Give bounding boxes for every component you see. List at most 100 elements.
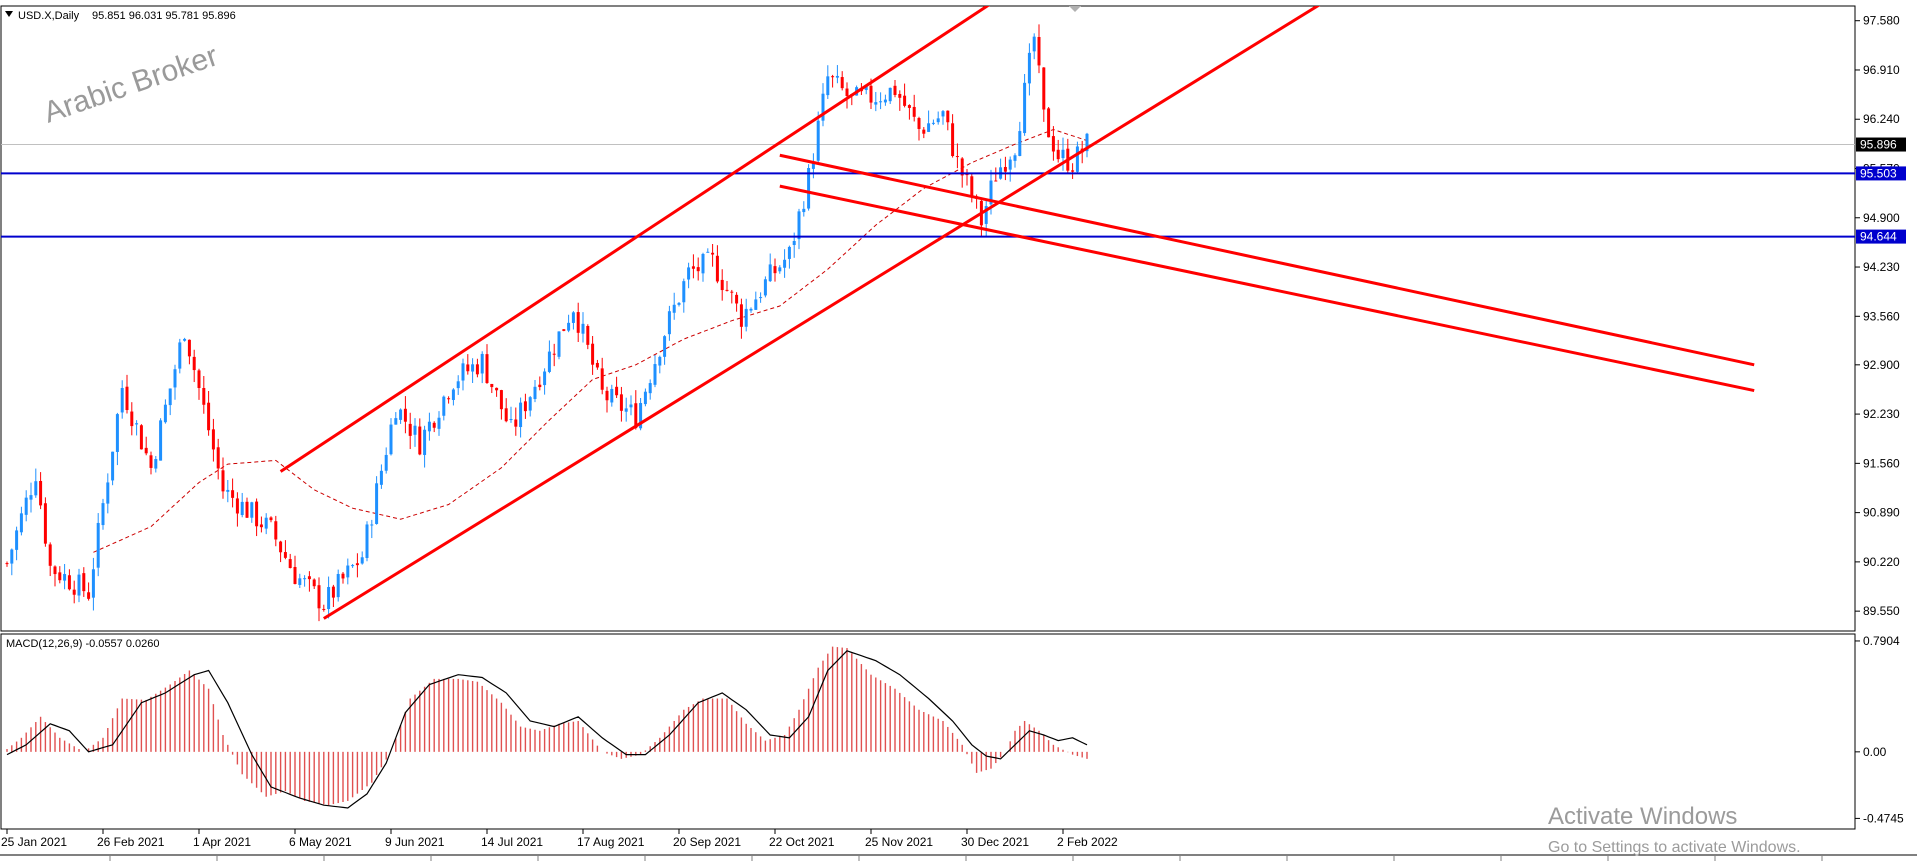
candle-body bbox=[91, 569, 95, 598]
candle-body bbox=[490, 383, 494, 388]
candle-body bbox=[365, 524, 369, 558]
candle-body bbox=[960, 158, 964, 176]
candle-body bbox=[351, 565, 355, 567]
trendline bbox=[779, 153, 1755, 367]
candle-body bbox=[437, 417, 441, 429]
macd-panel[interactable] bbox=[6, 646, 1088, 809]
candle-body bbox=[264, 517, 268, 529]
horizontal-levels[interactable] bbox=[1, 172, 1855, 238]
candle-body bbox=[43, 503, 47, 544]
candle-body bbox=[807, 167, 811, 209]
candle-body bbox=[600, 368, 604, 390]
chart-shift-marker-icon[interactable] bbox=[1069, 6, 1081, 12]
candle-body bbox=[663, 336, 667, 357]
candle-body bbox=[994, 180, 998, 182]
macd-tick-label: -0.4745 bbox=[1863, 811, 1904, 825]
candle-body bbox=[317, 585, 321, 609]
candle-body bbox=[528, 397, 532, 411]
candle-body bbox=[581, 323, 585, 334]
candle-body bbox=[1085, 133, 1089, 152]
price-tick-label: 93.560 bbox=[1863, 309, 1900, 323]
price-tick-label: 92.900 bbox=[1863, 358, 1900, 372]
candle-body bbox=[231, 490, 235, 498]
candle-body bbox=[293, 566, 297, 584]
price-tick-label: 97.580 bbox=[1863, 14, 1900, 28]
candle-body bbox=[255, 501, 259, 527]
candle-body bbox=[835, 75, 839, 78]
candle-body bbox=[168, 388, 172, 406]
candle-body bbox=[111, 451, 115, 481]
price-tags: 95.503 94.644 95.896 bbox=[1856, 137, 1906, 244]
candle-body bbox=[336, 573, 340, 598]
candle-body bbox=[984, 206, 988, 224]
candle-body bbox=[711, 252, 715, 255]
candle-body bbox=[29, 495, 33, 500]
candle-body bbox=[730, 291, 734, 293]
candle-body bbox=[514, 419, 518, 427]
candle-body bbox=[456, 381, 460, 389]
candle-body bbox=[715, 255, 719, 282]
candle-body bbox=[605, 390, 609, 401]
candle-body bbox=[821, 93, 825, 121]
candle-body bbox=[67, 575, 71, 590]
macd-signal-line bbox=[6, 650, 1088, 809]
candle-body bbox=[523, 401, 527, 412]
candle-body bbox=[864, 86, 868, 91]
candle-body bbox=[667, 311, 671, 335]
candle-body bbox=[576, 312, 580, 333]
price-tick-label: 90.890 bbox=[1863, 506, 1900, 520]
date-tick-label: 20 Sep 2021 bbox=[673, 835, 741, 849]
candle-body bbox=[1071, 170, 1075, 172]
candle-body bbox=[154, 459, 158, 469]
candle-body bbox=[360, 557, 364, 564]
candle-body bbox=[504, 408, 508, 422]
candle-body bbox=[346, 565, 350, 578]
candle-body bbox=[139, 425, 143, 450]
candle-body bbox=[384, 454, 388, 471]
candle-body bbox=[701, 253, 705, 274]
candle-body bbox=[499, 390, 503, 410]
candle-body bbox=[485, 354, 489, 383]
candle-body bbox=[461, 363, 465, 381]
price-tick-label: 92.230 bbox=[1863, 407, 1900, 421]
candle-body bbox=[495, 387, 499, 391]
candle-body bbox=[327, 587, 331, 610]
price-axis: 97.58096.91096.24095.57094.90094.23093.5… bbox=[1855, 14, 1900, 618]
candle-body bbox=[1075, 146, 1079, 172]
candle-body bbox=[706, 251, 710, 253]
candle-body bbox=[768, 264, 772, 282]
date-tick-label: 22 Oct 2021 bbox=[769, 835, 835, 849]
candle-body bbox=[15, 530, 19, 550]
candle-body bbox=[682, 281, 686, 303]
candle-body bbox=[653, 364, 657, 385]
candle-body bbox=[763, 279, 767, 296]
price-panel[interactable] bbox=[1, 0, 1855, 622]
candle-body bbox=[658, 356, 662, 366]
price-tick-label: 96.910 bbox=[1863, 63, 1900, 77]
candle-body bbox=[178, 342, 182, 369]
candle-body bbox=[831, 76, 835, 78]
trendlines[interactable] bbox=[279, 0, 1755, 620]
candle-body bbox=[471, 364, 475, 372]
candle-body bbox=[869, 85, 873, 103]
candle-body bbox=[778, 267, 782, 272]
candle-body bbox=[106, 482, 110, 504]
candle-body bbox=[403, 408, 407, 422]
candle-body bbox=[34, 481, 38, 496]
symbol-menu-triangle-icon[interactable] bbox=[5, 11, 13, 17]
candle-body bbox=[115, 414, 119, 452]
candle-body bbox=[58, 572, 62, 581]
candle-body bbox=[288, 559, 292, 569]
candles bbox=[5, 24, 1089, 622]
date-tick-label: 14 Jul 2021 bbox=[481, 835, 543, 849]
candle-body bbox=[509, 419, 513, 421]
candle-body bbox=[615, 386, 619, 396]
candle-body bbox=[946, 110, 950, 123]
candle-body bbox=[941, 111, 945, 117]
candle-body bbox=[1023, 82, 1027, 134]
candle-body bbox=[442, 396, 446, 416]
candle-body bbox=[903, 95, 907, 106]
candle-body bbox=[1051, 136, 1055, 152]
